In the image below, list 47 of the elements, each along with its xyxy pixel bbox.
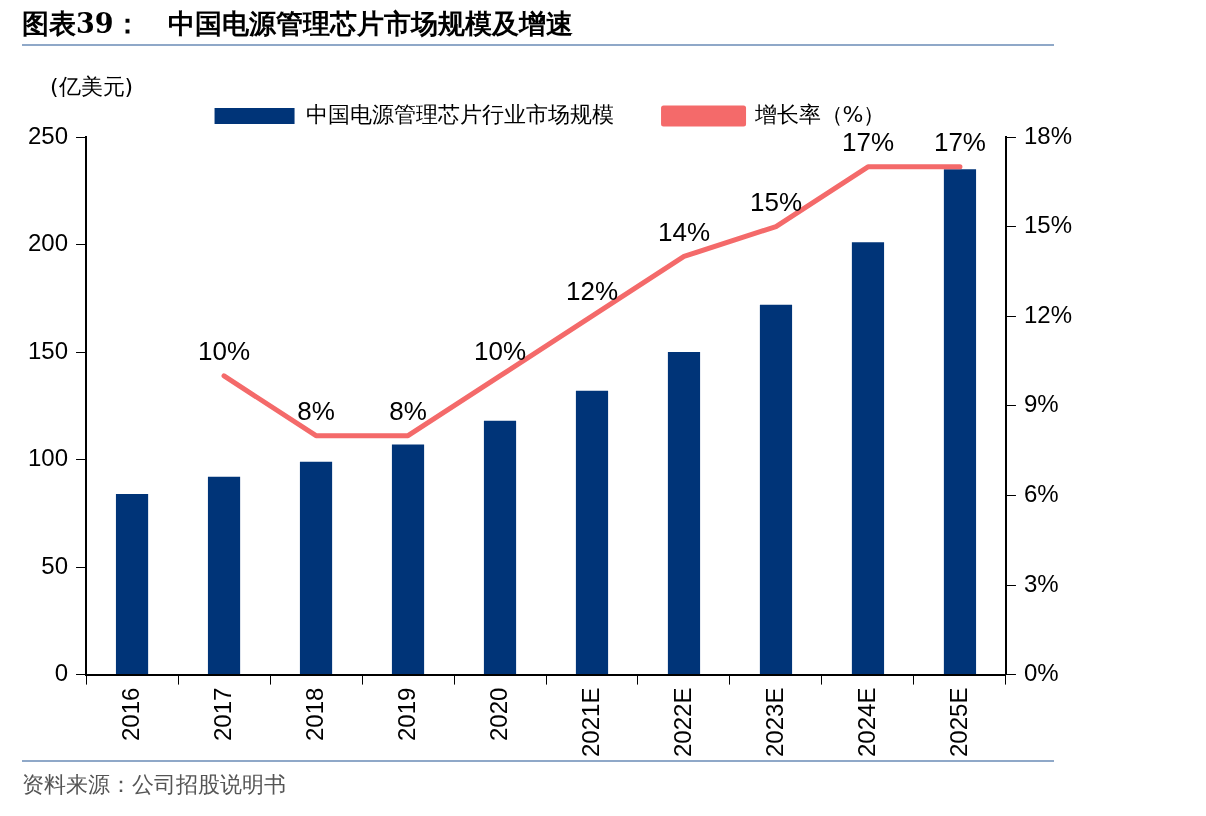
text: 资料来源：公司招股说明书 [22,771,286,799]
data-label: 14% [657,216,711,247]
y2-tick-label: 6% [1023,480,1059,508]
y2-tick-label: 0% [1023,659,1059,687]
data-label: 15% [749,186,803,217]
x-tick-label: 2023E [760,687,788,758]
data-label: 17% [841,127,894,158]
y-tick-label: 50 [41,551,69,579]
x-tick-label: 2019 [392,687,420,741]
y-tick-label: 150 [28,336,69,364]
x-tick-label: 2021E [576,687,604,758]
data-label: 10% [473,336,527,367]
legend-label: 中国电源管理芯片行业市场规模 [305,101,614,127]
y2-tick-label: 15% [1023,211,1073,239]
y2-tick-label: 12% [1023,300,1073,328]
data-label: 12% [565,276,619,307]
y-tick-label: 0 [54,659,69,687]
x-tick-label: 2025E [944,687,972,758]
y2-tick-label: 18% [1023,121,1073,149]
y-axis-title: (亿美元) [50,73,134,99]
bar [299,461,333,675]
x-tick-label: 2017 [208,687,236,741]
bar [483,420,517,675]
y-tick-label: 100 [28,444,69,472]
x-tick-label: 2018 [300,687,328,741]
bar [943,169,977,675]
legend-label: 增长率（%） [753,101,886,127]
data-label: 10% [198,336,251,367]
data-label: 8% [297,395,335,426]
bar [759,304,793,675]
y-tick-label: 200 [28,229,69,257]
bar [391,444,425,675]
bar [207,476,241,675]
bar [667,352,701,675]
x-tick-label: 2016 [116,687,144,741]
y2-tick-label: 3% [1023,569,1059,597]
bar [115,493,149,675]
data-label: 8% [389,395,427,426]
x-tick-label: 2022E [668,687,696,758]
y-tick-label: 250 [28,121,69,149]
data-label: 17% [933,127,986,158]
chart-title: 图表39： 中国电源管理芯片市场规模及增速 [22,7,573,41]
y2-tick-label: 9% [1023,390,1059,418]
x-tick-label: 2020 [484,687,512,741]
bar [575,390,609,675]
x-tick-label: 2024E [852,687,880,758]
bar [851,242,885,675]
